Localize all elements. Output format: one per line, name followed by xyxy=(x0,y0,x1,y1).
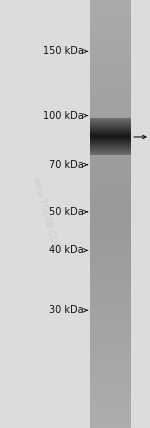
Text: 150 kDa: 150 kDa xyxy=(43,46,84,56)
Text: 100 kDa: 100 kDa xyxy=(43,110,84,121)
Text: 50 kDa: 50 kDa xyxy=(49,207,84,217)
Text: 70 kDa: 70 kDa xyxy=(49,160,84,170)
Text: 40 kDa: 40 kDa xyxy=(49,245,84,256)
Text: 30 kDa: 30 kDa xyxy=(49,305,84,315)
Text: www.TGLAB.COM: www.TGLAB.COM xyxy=(31,175,59,253)
